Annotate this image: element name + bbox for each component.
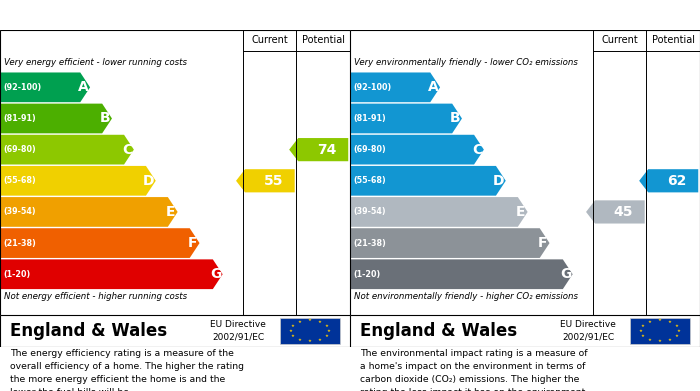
Text: (69-80): (69-80) (354, 145, 386, 154)
Text: The energy efficiency rating is a measure of the
overall efficiency of a home. T: The energy efficiency rating is a measur… (10, 349, 244, 391)
Text: (21-38): (21-38) (4, 239, 36, 248)
Text: (81-91): (81-91) (354, 114, 386, 123)
Polygon shape (0, 104, 112, 133)
Text: ★: ★ (308, 318, 312, 322)
Text: The environmental impact rating is a measure of
a home's impact on the environme: The environmental impact rating is a mea… (360, 349, 589, 391)
Text: G: G (560, 267, 571, 281)
Polygon shape (350, 228, 550, 258)
Polygon shape (0, 259, 223, 289)
Polygon shape (350, 197, 528, 227)
Text: (1-20): (1-20) (4, 270, 31, 279)
Text: ★: ★ (325, 323, 328, 328)
Text: Not environmentally friendly - higher CO₂ emissions: Not environmentally friendly - higher CO… (354, 292, 578, 301)
Text: Environmental Impact (CO₂) Rating: Environmental Impact (CO₂) Rating (360, 8, 606, 22)
Text: G: G (210, 267, 221, 281)
Text: ★: ★ (641, 334, 645, 338)
Text: (39-54): (39-54) (4, 208, 36, 217)
Polygon shape (586, 200, 645, 224)
Text: D: D (493, 174, 505, 188)
Polygon shape (289, 138, 349, 161)
Text: ★: ★ (667, 338, 671, 342)
Polygon shape (0, 228, 199, 258)
Text: Current: Current (251, 36, 288, 45)
Text: (1-20): (1-20) (354, 270, 381, 279)
Text: ★: ★ (327, 329, 331, 333)
Text: Potential: Potential (652, 36, 694, 45)
Text: (55-68): (55-68) (354, 176, 386, 185)
Polygon shape (0, 166, 155, 196)
Text: ★: ★ (325, 334, 328, 338)
Text: F: F (188, 236, 197, 250)
Text: ★: ★ (317, 319, 321, 324)
Polygon shape (639, 169, 699, 192)
Bar (630, 318, 690, 344)
Text: ★: ★ (675, 334, 678, 338)
Text: ★: ★ (308, 339, 312, 343)
Text: D: D (143, 174, 155, 188)
Text: Very energy efficient - lower running costs: Very energy efficient - lower running co… (4, 58, 186, 67)
Polygon shape (350, 104, 462, 133)
Text: ★: ★ (288, 329, 293, 333)
Text: ★: ★ (658, 318, 662, 322)
Polygon shape (350, 259, 573, 289)
Text: 74: 74 (317, 143, 337, 157)
Polygon shape (350, 166, 505, 196)
Text: ★: ★ (667, 319, 671, 324)
Text: ★: ★ (641, 323, 645, 328)
Text: England & Wales: England & Wales (10, 322, 167, 340)
Text: (81-91): (81-91) (4, 114, 36, 123)
Text: ★: ★ (675, 323, 678, 328)
Text: B: B (450, 111, 461, 126)
Text: Not energy efficient - higher running costs: Not energy efficient - higher running co… (4, 292, 187, 301)
Text: ★: ★ (291, 323, 295, 328)
Text: ★: ★ (317, 338, 321, 342)
Text: B: B (100, 111, 111, 126)
Text: (55-68): (55-68) (4, 176, 36, 185)
Text: ★: ★ (648, 338, 652, 342)
Text: ★: ★ (658, 339, 662, 343)
Polygon shape (0, 197, 178, 227)
Text: England & Wales: England & Wales (360, 322, 517, 340)
Text: Very environmentally friendly - lower CO₂ emissions: Very environmentally friendly - lower CO… (354, 58, 578, 67)
Polygon shape (0, 72, 90, 102)
Text: (21-38): (21-38) (354, 239, 386, 248)
Polygon shape (350, 135, 484, 165)
Text: ★: ★ (291, 334, 295, 338)
Text: Energy Efficiency Rating: Energy Efficiency Rating (10, 8, 182, 22)
Text: (69-80): (69-80) (4, 145, 36, 154)
Text: (92-100): (92-100) (354, 83, 392, 92)
Text: 55: 55 (264, 174, 283, 188)
Text: EU Directive
2002/91/EC: EU Directive 2002/91/EC (560, 320, 616, 341)
Text: ★: ★ (298, 319, 302, 324)
Text: ★: ★ (298, 338, 302, 342)
Text: ★: ★ (648, 319, 652, 324)
Polygon shape (350, 72, 440, 102)
Text: 62: 62 (667, 174, 687, 188)
Polygon shape (0, 135, 134, 165)
Text: F: F (538, 236, 547, 250)
Bar (280, 318, 340, 344)
Text: Current: Current (601, 36, 638, 45)
Text: A: A (78, 80, 89, 94)
Text: E: E (166, 205, 176, 219)
Text: ★: ★ (638, 329, 643, 333)
Text: (92-100): (92-100) (4, 83, 42, 92)
Text: C: C (122, 143, 132, 157)
Text: Potential: Potential (302, 36, 344, 45)
Text: C: C (472, 143, 482, 157)
Text: E: E (516, 205, 526, 219)
Text: (39-54): (39-54) (354, 208, 386, 217)
Text: 45: 45 (614, 205, 633, 219)
Text: A: A (428, 80, 439, 94)
Text: EU Directive
2002/91/EC: EU Directive 2002/91/EC (210, 320, 266, 341)
Text: ★: ★ (677, 329, 681, 333)
Polygon shape (236, 169, 295, 192)
